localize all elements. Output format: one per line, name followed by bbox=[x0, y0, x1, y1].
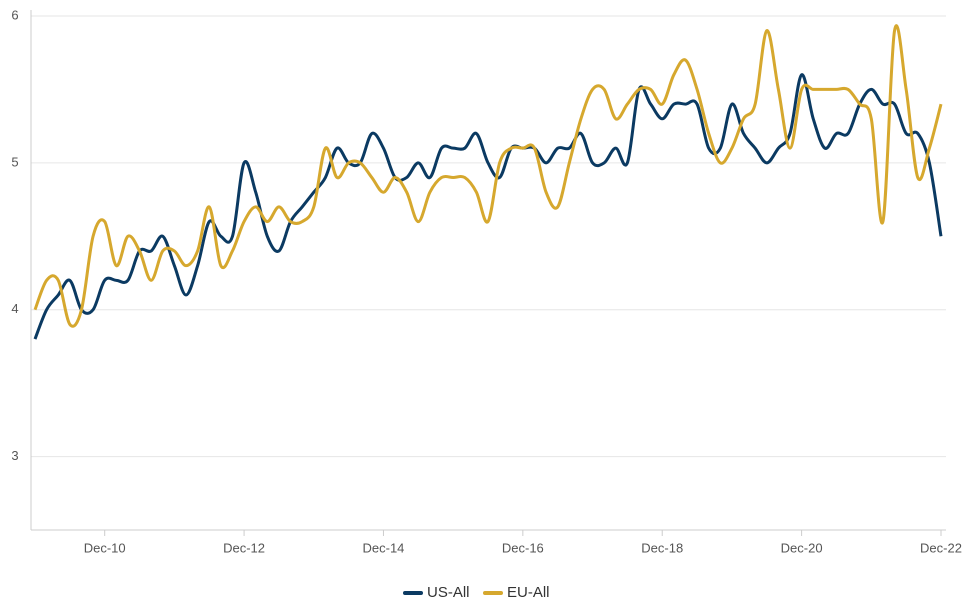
x-tick-label: Dec-16 bbox=[502, 540, 544, 555]
x-tick-label: Dec-18 bbox=[641, 540, 683, 555]
legend-label: EU-All bbox=[507, 584, 550, 601]
line-series bbox=[33, 73, 943, 340]
y-tick-label: 4 bbox=[11, 301, 18, 316]
x-tick-label: Dec-10 bbox=[84, 540, 126, 555]
y-tick-label: 5 bbox=[11, 154, 18, 169]
legend-label: US-All bbox=[427, 584, 470, 601]
y-tick-label: 3 bbox=[11, 448, 18, 463]
x-tick-label: Dec-12 bbox=[223, 540, 265, 555]
y-tick-label: 6 bbox=[11, 7, 18, 22]
x-tick-label: Dec-22 bbox=[920, 540, 962, 555]
line-series bbox=[33, 24, 943, 328]
x-tick-label: Dec-20 bbox=[781, 540, 823, 555]
x-tick-label: Dec-14 bbox=[363, 540, 405, 555]
